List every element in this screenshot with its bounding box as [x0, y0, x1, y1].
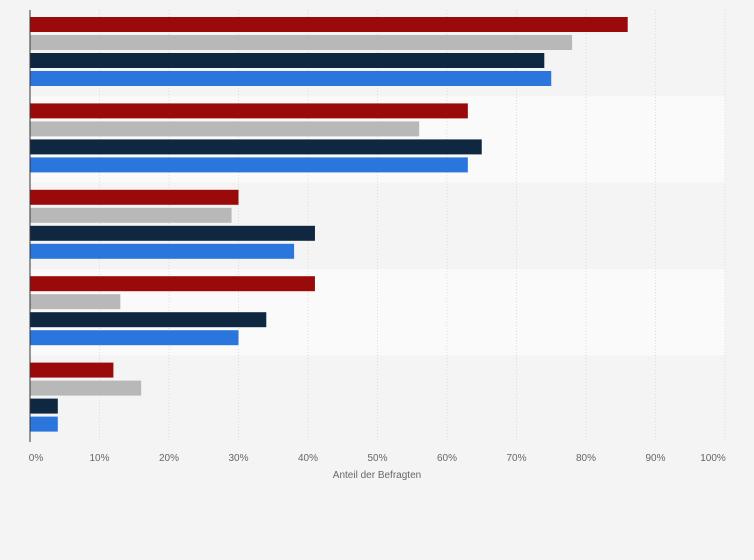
x-tick-label: 100% [700, 453, 726, 464]
bar[interactable] [30, 189, 239, 205]
bar[interactable] [30, 276, 315, 292]
bar[interactable] [30, 416, 58, 432]
bar[interactable] [30, 71, 552, 86]
bar[interactable] [30, 243, 295, 259]
bar[interactable] [30, 121, 420, 137]
x-tick-label: 0% [29, 453, 44, 464]
bars [30, 17, 628, 432]
bar[interactable] [30, 53, 545, 68]
bar[interactable] [30, 362, 114, 378]
bar[interactable] [30, 17, 628, 32]
x-tick-label: 40% [298, 453, 318, 464]
category-band [30, 355, 725, 442]
x-tick-label: 80% [576, 453, 596, 464]
x-tick-label: 50% [367, 453, 387, 464]
bar[interactable] [30, 225, 315, 241]
bar[interactable] [30, 35, 573, 50]
bar[interactable] [30, 294, 121, 310]
x-tick-label: 10% [89, 453, 109, 464]
bar[interactable] [30, 380, 142, 396]
bar[interactable] [30, 398, 58, 414]
x-tick-label: 30% [228, 453, 248, 464]
bar[interactable] [30, 312, 267, 328]
x-tick-labels: 0% 10% 20% 30% 40% 50% 60% 70% 80% 90% 100% [29, 453, 726, 464]
bar[interactable] [30, 330, 239, 346]
x-tick-label: 90% [645, 453, 665, 464]
bar[interactable] [30, 139, 482, 155]
bar[interactable] [30, 103, 468, 119]
x-tick-label: 60% [437, 453, 457, 464]
x-tick-label: 20% [159, 453, 179, 464]
bar[interactable] [30, 157, 468, 173]
x-axis-label: Anteil der Befragten [333, 470, 421, 481]
bar[interactable] [30, 207, 232, 223]
x-tick-label: 70% [506, 453, 526, 464]
